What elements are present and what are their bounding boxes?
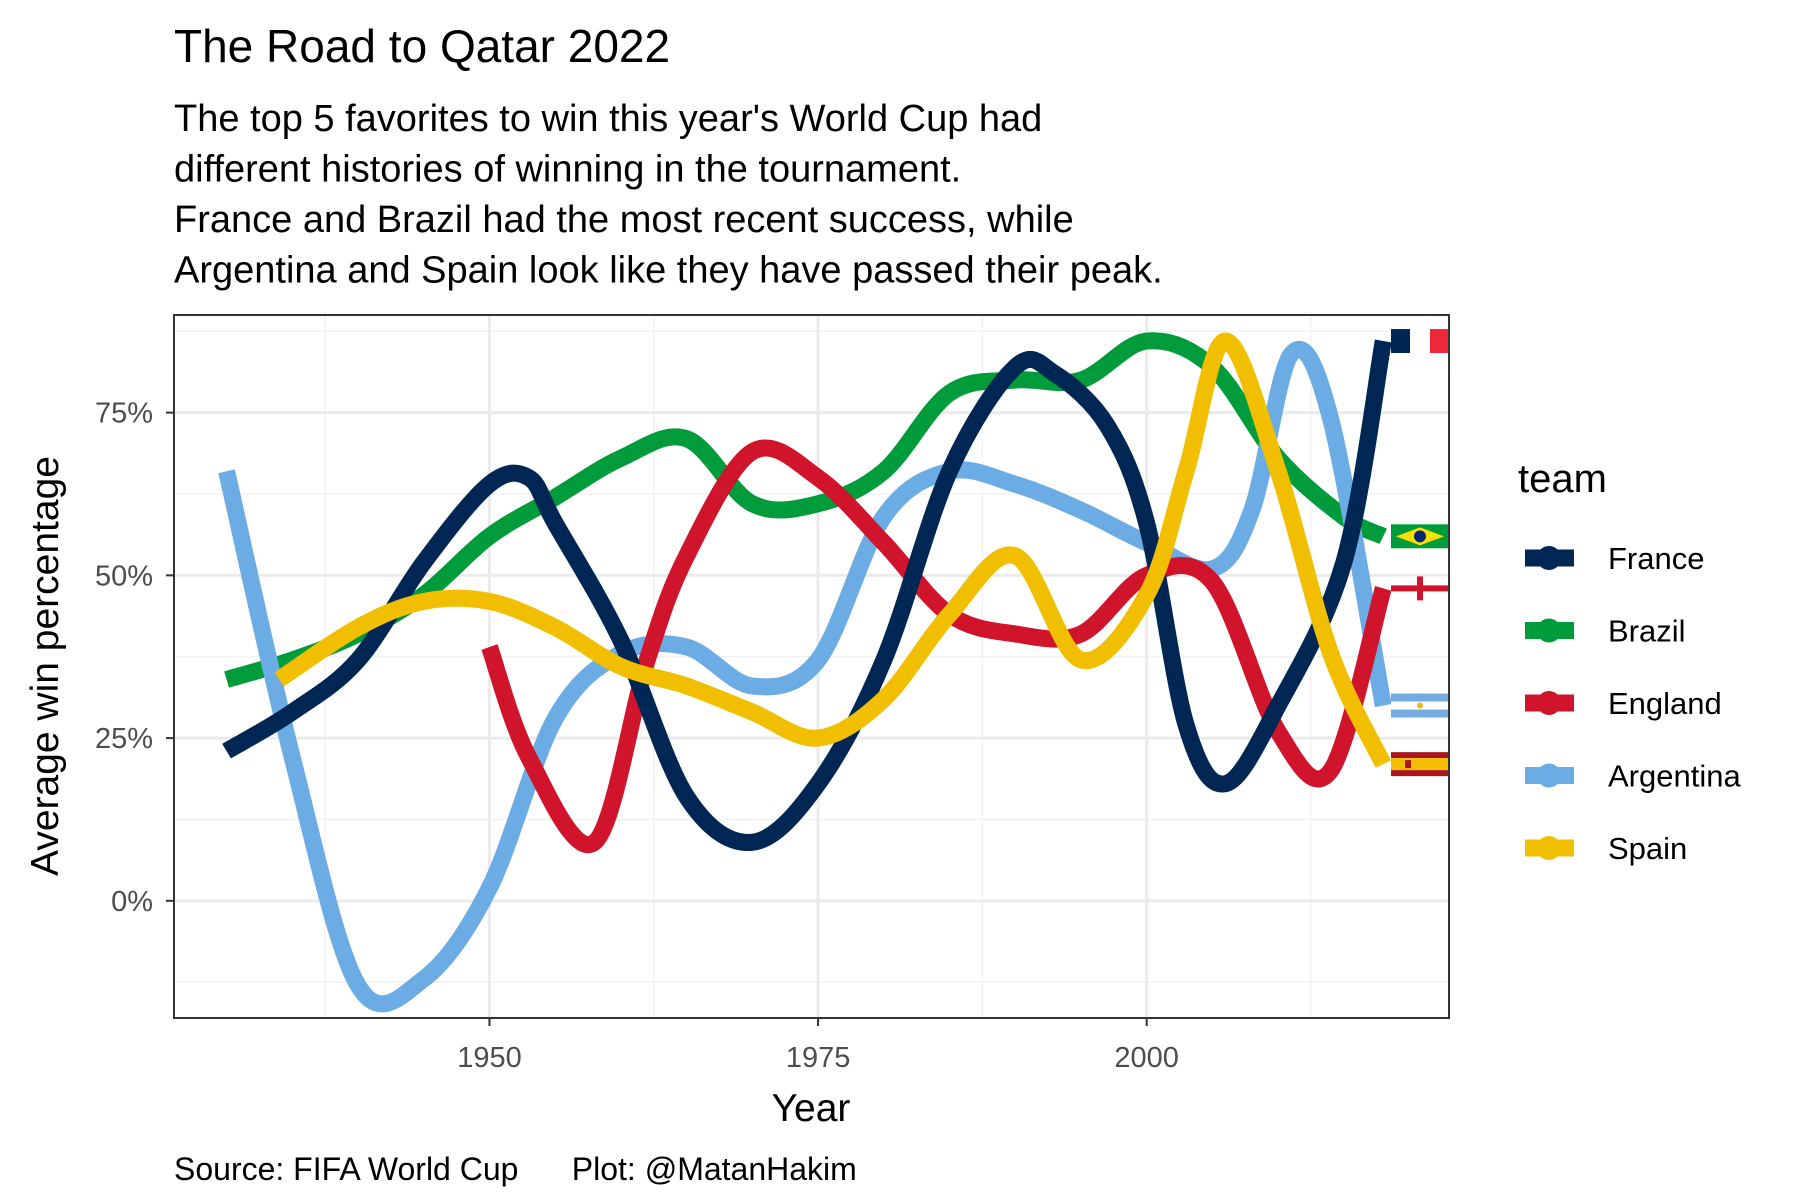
- y-axis: 0% 25% 50% 75%: [95, 398, 174, 918]
- y-tick-label: 75%: [95, 398, 153, 430]
- x-axis-title: Year: [772, 1087, 851, 1130]
- y-axis-title: Average win percentage: [24, 456, 67, 876]
- legend-key-point: [1537, 691, 1561, 715]
- chart-caption: Source: FIFA World Cup Plot: @MatanHakim: [174, 1151, 857, 1187]
- legend-label-argentina: Argentina: [1608, 759, 1741, 794]
- y-tick-label: 0%: [111, 886, 153, 918]
- x-tick-label: 1950: [457, 1042, 522, 1074]
- series-lines: [218, 332, 1392, 1013]
- subtitle-line: Argentina and Spain look like they have …: [174, 250, 1163, 292]
- flag-england: [1391, 576, 1449, 601]
- x-axis: 1950 1975 2000: [457, 1018, 1179, 1074]
- flag-france: [1391, 329, 1449, 354]
- legend-key-point: [1537, 763, 1561, 788]
- legend-label-england: England: [1608, 686, 1722, 721]
- series-line-england: [481, 439, 1392, 854]
- series-line-france: [222, 339, 1392, 851]
- subtitle-line: different histories of winning in the to…: [174, 149, 961, 191]
- x-tick-label: 1975: [786, 1042, 851, 1074]
- legend-key-point: [1537, 546, 1561, 570]
- plot-border: [173, 314, 1450, 1019]
- team-flags: [1391, 329, 1449, 777]
- chart-subtitle: The top 5 favorites to win this year's W…: [174, 98, 1163, 292]
- subtitle-line: France and Brazil had the most recent su…: [174, 199, 1074, 241]
- y-tick-label: 50%: [95, 560, 153, 592]
- x-tick-label: 2000: [1114, 1042, 1179, 1074]
- legend: France Brazil England Argentina Spain: [1525, 541, 1741, 866]
- flag-spain: [1391, 752, 1449, 777]
- chart-title: The Road to Qatar 2022: [174, 20, 670, 72]
- legend-label-france: France: [1608, 541, 1704, 576]
- flag-brazil: [1391, 524, 1449, 549]
- flag-argentina: [1391, 693, 1449, 718]
- legend-title: team: [1518, 457, 1607, 501]
- legend-label-spain: Spain: [1608, 831, 1687, 866]
- legend-key-point: [1537, 618, 1561, 643]
- subtitle-line: The top 5 favorites to win this year's W…: [174, 98, 1042, 140]
- legend-label-brazil: Brazil: [1608, 614, 1686, 649]
- legend-key-point: [1537, 836, 1561, 860]
- y-tick-label: 25%: [95, 723, 153, 755]
- series-line-spain: [274, 332, 1391, 768]
